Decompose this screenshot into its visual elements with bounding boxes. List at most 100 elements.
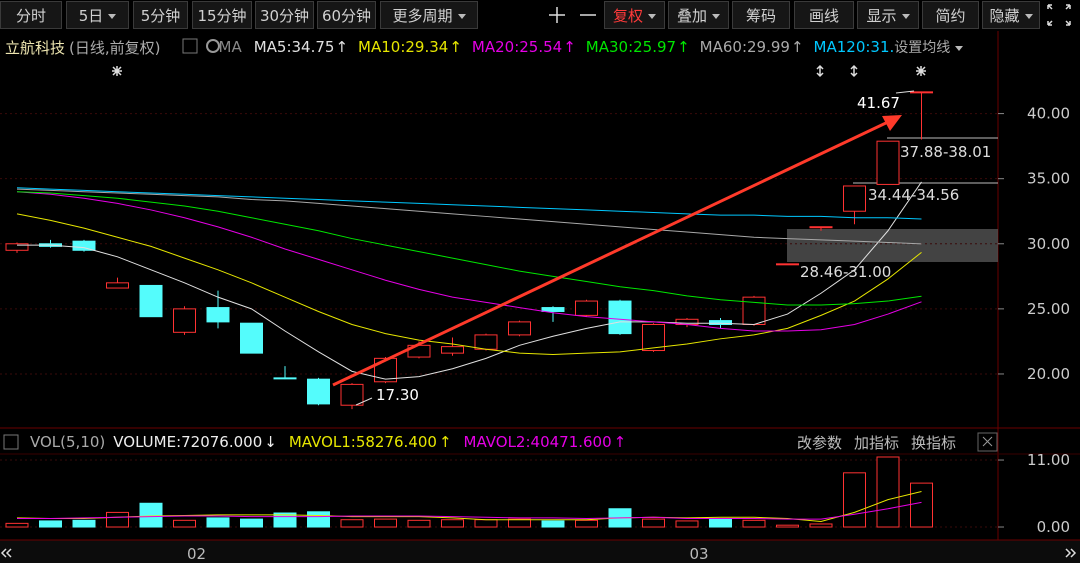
gap-zone xyxy=(787,229,998,262)
period-button[interactable]: 15分钟 xyxy=(192,1,252,29)
action-button[interactable]: 改参数 xyxy=(797,433,843,452)
annotation: 28.46-31.00 xyxy=(800,263,891,281)
volume-bar xyxy=(441,519,464,528)
help-icon[interactable] xyxy=(182,38,198,54)
legend-entry: MA10:29.34 xyxy=(358,38,449,56)
candle-body xyxy=(742,296,766,325)
scroll-right[interactable] xyxy=(1065,548,1077,558)
close-box[interactable] xyxy=(977,432,998,452)
volume-bar xyxy=(139,502,163,528)
volume-bar xyxy=(575,519,598,528)
candle-body xyxy=(307,378,330,405)
candle-body xyxy=(340,383,364,406)
gap-marker xyxy=(850,64,858,78)
legend-trend: ↑ xyxy=(563,38,576,56)
period-button[interactable]: 更多周期 xyxy=(380,1,478,29)
marker-star xyxy=(916,66,926,76)
callout-line xyxy=(895,90,915,94)
trend-arrow xyxy=(332,120,889,387)
volume-trend: ↓ xyxy=(264,433,277,451)
legend-trend: ↑ xyxy=(613,433,627,451)
candle-body xyxy=(876,140,900,185)
legend: MAVOL1:58276.400 ↑ MAVOL2:40471.600 ↑ xyxy=(277,433,626,451)
ma-settings[interactable]: 设置均线 xyxy=(894,37,963,57)
candle-body xyxy=(508,321,531,336)
legend-entry: MA120:31. xyxy=(813,38,895,56)
legend-entry: MAVOL1:58276.400 xyxy=(288,433,437,451)
y-tick-label: 25.00 xyxy=(1027,300,1070,318)
candle-body xyxy=(809,226,833,229)
annotation: 34.44-34.56 xyxy=(868,186,959,204)
candle-body xyxy=(240,322,263,354)
tool-button[interactable]: 叠加 xyxy=(668,1,729,29)
scroll-left[interactable] xyxy=(0,548,12,558)
y-tick-label: 0.00 xyxy=(1037,518,1070,536)
candle-body xyxy=(441,346,464,354)
tool-button[interactable]: 复权 xyxy=(604,1,665,29)
fullscreen-icon[interactable] xyxy=(1047,4,1071,26)
candle-body xyxy=(173,308,196,333)
volume-bar xyxy=(508,518,531,528)
candle-body xyxy=(541,307,565,312)
tool-button[interactable]: 筹码 xyxy=(732,1,790,29)
volume-bar xyxy=(541,520,565,528)
ma-line xyxy=(16,213,922,355)
volume-bar xyxy=(642,518,665,528)
volume-bar xyxy=(173,519,196,528)
period-button[interactable]: 60分钟 xyxy=(317,1,376,29)
tool-button[interactable]: 画线 xyxy=(794,1,854,29)
candle-body xyxy=(106,282,129,289)
period-button[interactable]: 分时 xyxy=(0,1,62,29)
legend-trend: ↑ xyxy=(438,433,452,451)
volume-bar xyxy=(407,519,431,528)
volume-bar xyxy=(776,524,799,528)
annotation: 37.88-38.01 xyxy=(900,143,991,161)
x-tick-label: 02 xyxy=(187,545,206,563)
tool-button[interactable]: 简约 xyxy=(922,1,979,29)
mavol-line xyxy=(16,491,922,523)
tool-button[interactable]: 隐藏 xyxy=(982,1,1040,29)
marker-star xyxy=(112,66,122,76)
period-button[interactable]: 30分钟 xyxy=(255,1,314,29)
annotation: 41.67 xyxy=(857,94,900,112)
volume-bar xyxy=(72,519,96,528)
price-header: 立航科技 (日线,前复权) MA MA5:34.75 ↑ MA10:29.34 ↑ MA… xyxy=(5,36,963,58)
legend-trend: ↑ xyxy=(449,38,462,56)
legend-trend: ↑ xyxy=(677,38,690,56)
candle-body xyxy=(843,185,866,212)
candle-body xyxy=(206,307,230,323)
callout-line xyxy=(355,397,373,406)
volume-actions: 改参数 加指标 换指标 xyxy=(797,431,956,453)
legend-trend: ↑ xyxy=(335,38,349,56)
tool-button[interactable]: 显示 xyxy=(857,1,919,29)
action-button[interactable]: 加指标 xyxy=(854,433,900,452)
volume-bar xyxy=(374,518,397,528)
candle-body xyxy=(608,300,632,335)
volume-bar xyxy=(675,520,699,528)
y-tick-label: 11.00 xyxy=(1027,451,1070,469)
volume-bar xyxy=(39,520,62,528)
volume-bar xyxy=(340,519,364,528)
volume-title: VOL(5,10) xyxy=(30,433,106,451)
icons xyxy=(0,4,1077,558)
volume-bar xyxy=(206,517,230,528)
candle-body xyxy=(642,323,665,352)
settings-icon[interactable] xyxy=(206,39,220,53)
y-tick-label: 30.00 xyxy=(1027,235,1070,253)
zoom-in[interactable] xyxy=(549,7,565,23)
action-button[interactable]: 换指标 xyxy=(911,433,957,452)
period-button[interactable]: 5分钟 xyxy=(133,1,188,29)
legend-trend: ↑ xyxy=(790,38,804,56)
x-axis-bar xyxy=(0,540,1080,563)
candle-body xyxy=(910,91,933,94)
volume-header: VOL(5,10) VOLUME:72076.000 ↓ MAVOL1:5827… xyxy=(30,431,626,453)
ma-line xyxy=(16,187,922,220)
close-icon[interactable] xyxy=(982,436,993,447)
annotation: 17.30 xyxy=(376,386,419,404)
period-button[interactable]: 5日 xyxy=(66,1,129,29)
volume-label: VOLUME:72076.000 xyxy=(113,433,263,451)
volume-bar xyxy=(106,511,129,528)
mavol-line xyxy=(17,501,922,520)
help-icon[interactable] xyxy=(3,434,19,450)
